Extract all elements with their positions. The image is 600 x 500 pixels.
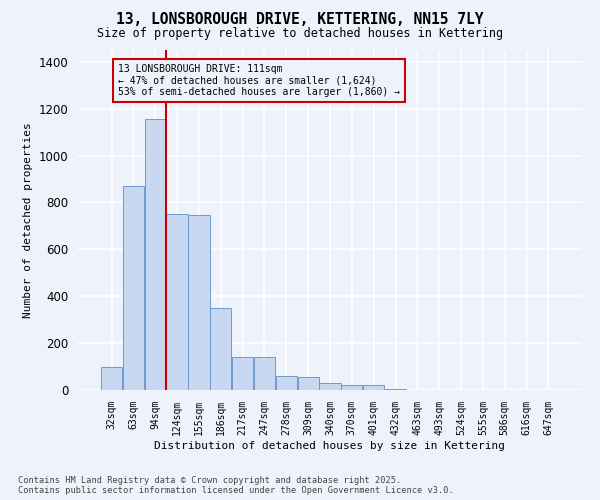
Text: 13 LONSBOROUGH DRIVE: 111sqm
← 47% of detached houses are smaller (1,624)
53% of: 13 LONSBOROUGH DRIVE: 111sqm ← 47% of de… [118, 64, 400, 98]
Bar [166, 214, 188, 390]
Bar [188, 216, 209, 390]
Y-axis label: Number of detached properties: Number of detached properties [23, 122, 33, 318]
Bar [298, 377, 319, 390]
Bar [341, 386, 362, 390]
Bar [385, 389, 406, 390]
Bar [232, 357, 253, 390]
Bar [101, 366, 122, 390]
Text: Size of property relative to detached houses in Kettering: Size of property relative to detached ho… [97, 28, 503, 40]
Bar [145, 119, 166, 390]
Text: Contains HM Land Registry data © Crown copyright and database right 2025.
Contai: Contains HM Land Registry data © Crown c… [18, 476, 454, 495]
Bar [123, 186, 144, 390]
Bar [276, 376, 297, 390]
Bar [363, 386, 384, 390]
Text: 13, LONSBOROUGH DRIVE, KETTERING, NN15 7LY: 13, LONSBOROUGH DRIVE, KETTERING, NN15 7… [116, 12, 484, 28]
Bar [319, 383, 341, 390]
Bar [210, 308, 232, 390]
Bar [254, 357, 275, 390]
X-axis label: Distribution of detached houses by size in Kettering: Distribution of detached houses by size … [155, 440, 505, 450]
